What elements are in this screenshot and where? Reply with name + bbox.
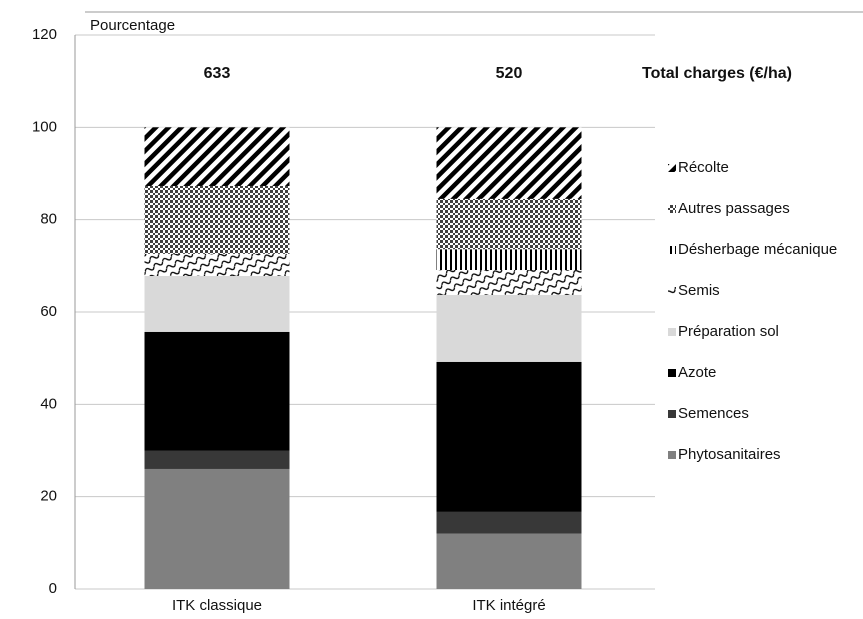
bar-segment [436,249,582,270]
bar-segment [144,127,290,186]
bar-segment [144,468,290,589]
bar-segment [436,294,582,362]
legend-label: Autres passages [678,200,790,217]
bar-segment [436,361,582,512]
legend-label: Semis [678,282,720,299]
legend-label: Récolte [678,159,729,176]
totals-label: Total charges (€/ha) [642,65,792,82]
legend-label: Désherbage mécanique [678,241,837,258]
legend-swatch [668,410,676,418]
legend-swatch [668,205,676,213]
y-tick-label: 0 [49,580,57,597]
legend-swatch [668,164,676,172]
total-label: 520 [496,65,523,82]
y-tick-label: 120 [32,26,57,43]
bar-segment [144,331,290,451]
legend-label: Semences [678,405,749,422]
y-axis-label: Pourcentage [90,17,175,34]
legend-swatch [668,328,676,336]
legend-swatch [668,451,676,459]
y-tick-label: 60 [40,303,57,320]
x-tick-label: ITK intégré [472,597,545,614]
bar-segment [436,511,582,534]
legend-label: Phytosanitaires [678,446,781,463]
y-tick-label: 40 [40,395,57,412]
x-tick-label: ITK classique [172,597,262,614]
legend-swatch [668,246,676,254]
bar-segment [436,269,582,295]
legend-label: Préparation sol [678,323,779,340]
y-tick-label: 80 [40,211,57,228]
legend-label: Azote [678,364,716,381]
bar-segment [436,198,582,250]
bar-segment [144,185,290,254]
bar-segment [144,253,290,276]
legend-swatch [668,369,676,377]
bar-segment [436,533,582,589]
bar-segment [144,275,290,332]
y-tick-label: 20 [40,488,57,505]
total-label: 633 [204,65,231,82]
bar-segment [436,127,582,199]
bar-segment [144,450,290,469]
legend-swatch [668,287,676,295]
y-tick-label: 100 [32,118,57,135]
